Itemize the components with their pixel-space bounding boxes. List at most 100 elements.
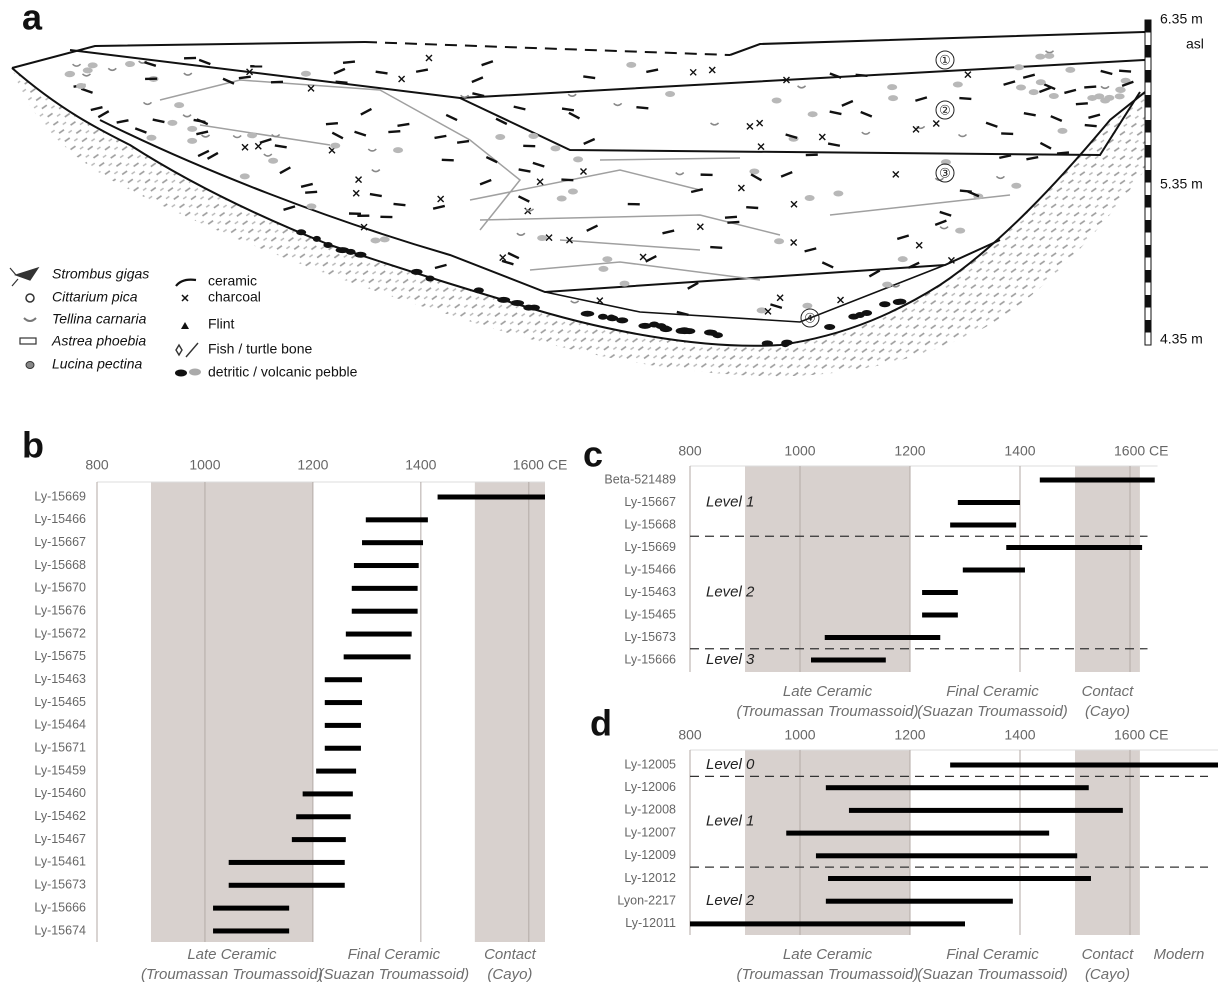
category-label: Ly-15670 <box>34 581 86 595</box>
layer-boundary <box>70 50 1145 98</box>
tellina <box>82 74 90 76</box>
legend-label: Strombus gigas <box>52 266 149 282</box>
ceramic <box>343 62 355 63</box>
ceramic <box>301 184 313 187</box>
ceramic <box>691 189 703 192</box>
charcoal <box>255 143 261 149</box>
category-label: Ly-15465 <box>34 695 86 709</box>
volcanic-pebble <box>1035 54 1045 60</box>
ceramic <box>326 123 338 124</box>
icon-astrea <box>20 338 36 344</box>
date-range <box>811 658 886 663</box>
ceramic <box>828 144 840 146</box>
scale-segment <box>1145 45 1151 58</box>
detritic-pebble <box>323 242 332 248</box>
ceramic <box>334 69 345 74</box>
panel-label: d <box>590 703 612 744</box>
ceramic <box>446 115 457 120</box>
ceramic <box>361 109 372 115</box>
x-tick-label: 1400 <box>1004 443 1035 459</box>
tellina <box>676 173 684 175</box>
ceramic <box>153 120 165 122</box>
ceramic <box>482 61 493 65</box>
ceramic <box>986 123 997 127</box>
ceramic <box>561 180 573 181</box>
tellina <box>940 227 948 229</box>
category-label: Ly-15668 <box>34 558 86 572</box>
volcanic-pebble <box>626 62 636 68</box>
volcanic-pebble <box>537 235 547 241</box>
category-label: Ly-15462 <box>34 809 86 823</box>
volcanic-pebble <box>1036 79 1046 85</box>
category-label: Ly-15671 <box>34 741 86 755</box>
x-tick-label: 1600 CE <box>1114 443 1168 459</box>
ceramic <box>915 97 927 100</box>
category-label: Ly-12011 <box>625 916 676 930</box>
x-tick-label: 1400 <box>405 457 436 473</box>
x-tick-label: 1200 <box>297 457 328 473</box>
charcoal <box>353 190 359 196</box>
ceramic <box>519 169 531 171</box>
ceramic <box>472 77 483 82</box>
scale-segment <box>1145 220 1151 233</box>
detritic-pebble <box>762 340 773 346</box>
tellina <box>202 135 210 137</box>
volcanic-pebble <box>1115 93 1125 99</box>
ceramic <box>388 131 400 132</box>
category-label: Ly-15666 <box>34 900 86 914</box>
ceramic <box>646 70 658 72</box>
volcanic-pebble <box>602 256 612 262</box>
volcanic-pebble <box>888 95 898 101</box>
ceramic <box>472 93 484 96</box>
volcanic-pebble <box>620 281 630 287</box>
level-label: Level 2 <box>706 892 755 909</box>
ceramic <box>433 206 445 209</box>
ceramic <box>332 133 343 139</box>
tellina <box>1046 51 1054 53</box>
ceramic <box>1023 75 1035 78</box>
x-tick-label: 1400 <box>1004 727 1035 743</box>
ceramic <box>725 217 737 218</box>
date-range <box>292 837 346 842</box>
detritic-pebble <box>425 275 434 281</box>
ceramic <box>397 124 409 126</box>
period-subname: (Cayo) <box>1085 966 1130 983</box>
ceramic <box>435 136 447 138</box>
category-label: Ly-15676 <box>34 603 86 617</box>
ceramic <box>198 151 209 156</box>
ceramic <box>569 113 580 119</box>
charcoal <box>913 126 919 132</box>
detritic-pebble <box>497 297 510 303</box>
charcoal <box>580 168 586 174</box>
ceramic <box>239 77 251 79</box>
tellina <box>143 102 151 104</box>
category-label: Ly-12007 <box>624 825 676 839</box>
volcanic-pebble <box>330 143 340 149</box>
legend: Strombus gigas Cittarium pica Tellina ca… <box>10 266 358 380</box>
ceramic <box>1064 90 1076 93</box>
ceramic <box>587 226 598 231</box>
charcoal <box>747 123 753 129</box>
detritic-pebble <box>661 326 671 332</box>
tellina <box>517 233 525 235</box>
ceramic <box>727 222 739 223</box>
detritic-pebble <box>296 229 306 235</box>
icon-cittarium <box>26 294 34 302</box>
detritic-pebble <box>676 328 687 334</box>
charcoal <box>640 254 646 260</box>
category-label: Ly-15460 <box>34 786 86 800</box>
charcoal <box>791 239 797 245</box>
ceramic <box>1040 143 1051 149</box>
scale-segment <box>1145 20 1151 33</box>
category-label: Ly-15461 <box>34 855 86 869</box>
volcanic-pebble <box>83 67 93 73</box>
volcanic-pebble <box>370 237 380 243</box>
legend-label: Tellina carnaria <box>52 311 147 327</box>
category-label: Lyon-2217 <box>617 893 676 907</box>
ceramic <box>1084 87 1096 88</box>
date-range <box>213 906 289 911</box>
ceramic <box>81 89 92 93</box>
volcanic-pebble <box>898 256 908 262</box>
ceramic <box>1051 116 1062 121</box>
scale-label: asl <box>1186 36 1204 52</box>
